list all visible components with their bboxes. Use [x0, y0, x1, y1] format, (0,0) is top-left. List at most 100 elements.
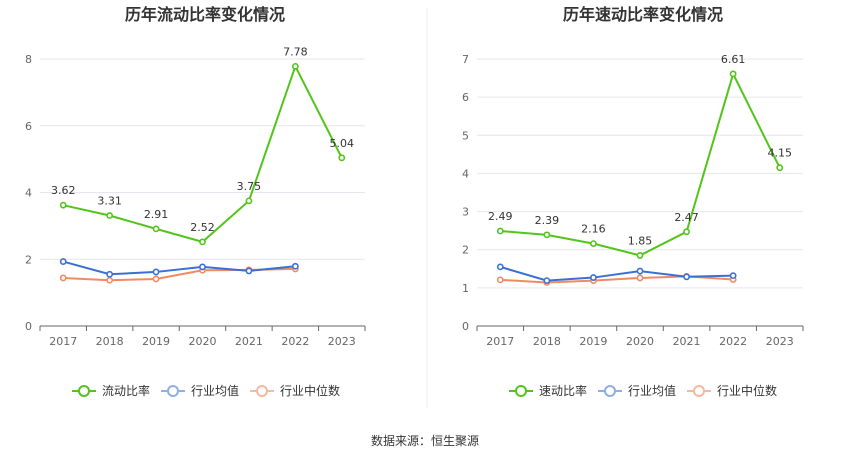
- legend-item[interactable]: 行业中位数: [250, 383, 340, 398]
- data-label: 2.52: [190, 221, 215, 234]
- legend-marker: [693, 385, 705, 397]
- data-point: [729, 272, 737, 280]
- legend-label: 行业均值: [628, 383, 676, 398]
- data-label: 2.49: [488, 210, 513, 223]
- data-point: [152, 275, 160, 283]
- data-point: [496, 227, 504, 235]
- data-point: [636, 267, 644, 275]
- x-tick-label: 2022: [719, 335, 747, 348]
- legend-item[interactable]: 行业均值: [161, 383, 239, 398]
- legend-marker: [604, 385, 616, 397]
- data-point: [636, 274, 644, 282]
- data-point: [590, 274, 597, 281]
- data-point: [245, 267, 253, 275]
- data-label: 2.91: [144, 208, 169, 221]
- series-line: [500, 71, 781, 257]
- data-label: 3.31: [97, 195, 122, 208]
- y-tick-label: 7: [462, 53, 469, 66]
- data-source: 数据来源：恒生聚源: [371, 433, 479, 448]
- legend-label: 行业均值: [191, 383, 239, 398]
- data-point: [199, 263, 206, 271]
- data-point: [683, 228, 690, 236]
- y-tick-label: 4: [462, 167, 469, 180]
- x-tick-label: 2018: [533, 335, 561, 348]
- data-point: [199, 238, 206, 246]
- data-point: [152, 268, 160, 276]
- data-point: [496, 263, 504, 271]
- legend-marker: [167, 385, 179, 397]
- data-point: [245, 197, 253, 205]
- x-tick-label: 2020: [189, 335, 217, 348]
- y-tick-label: 6: [25, 120, 32, 133]
- data-label: 2.16: [581, 223, 606, 236]
- data-point: [590, 240, 597, 248]
- current-ratio-chart: 历年流动比率变化情况 0 2 4 6 8 2017 2018 2019 2020 2021 2022 2…: [25, 5, 366, 398]
- data-label: 2.47: [674, 211, 699, 224]
- data-point: [338, 154, 346, 162]
- data-point: [59, 258, 67, 265]
- y-tick-label: 1: [462, 282, 469, 295]
- x-tick-label: 2023: [328, 335, 356, 348]
- data-label: 3.75: [237, 180, 262, 193]
- y-tick-label: 4: [25, 187, 32, 200]
- x-tick-label: 2021: [235, 335, 263, 348]
- data-label: 3.62: [51, 184, 76, 197]
- legend-marker: [78, 385, 90, 397]
- data-point: [543, 231, 551, 239]
- y-tick-label: 5: [462, 129, 469, 142]
- x-tick-label: 2021: [673, 335, 701, 348]
- legend-label: 行业中位数: [717, 383, 777, 398]
- data-label: 4.15: [767, 147, 792, 160]
- data-point: [106, 276, 114, 284]
- series-line: [62, 260, 296, 276]
- series-line: [500, 265, 734, 282]
- data-point: [776, 164, 784, 172]
- x-tick-label: 2019: [579, 335, 607, 348]
- data-label: 1.85: [628, 234, 653, 247]
- legend-item[interactable]: 流动比率: [72, 383, 150, 398]
- legend-marker: [256, 385, 268, 397]
- legend-label: 行业中位数: [280, 383, 340, 398]
- legend-label: 速动比率: [539, 383, 587, 398]
- quick-ratio-chart: 历年速动比率变化情况 0 1 2 3 4 5 6 7 2017 2018 2019 2020 2021 20…: [462, 5, 804, 398]
- y-tick-label: 0: [25, 320, 32, 333]
- series-line: [62, 63, 343, 244]
- data-point: [291, 62, 299, 70]
- x-tick-label: 2018: [96, 335, 124, 348]
- y-tick-label: 8: [25, 53, 32, 66]
- x-tick-label: 2019: [142, 335, 170, 348]
- chart-title: 历年速动比率变化情况: [563, 5, 723, 24]
- data-label: 2.39: [535, 214, 560, 227]
- x-tick-label: 2023: [766, 335, 794, 348]
- data-label: 5.04: [330, 137, 355, 150]
- y-tick-label: 3: [462, 206, 469, 219]
- data-point: [106, 270, 114, 278]
- x-tick-label: 2017: [486, 335, 514, 348]
- data-point: [683, 273, 690, 281]
- data-point: [729, 70, 737, 78]
- data-point: [59, 274, 67, 282]
- legend-item[interactable]: 速动比率: [509, 383, 587, 398]
- y-tick-label: 2: [25, 253, 32, 266]
- chart-title: 历年流动比率变化情况: [125, 5, 285, 24]
- legend-item[interactable]: 行业均值: [598, 383, 676, 398]
- legend-item[interactable]: 行业中位数: [687, 383, 777, 398]
- y-tick-label: 2: [462, 244, 469, 257]
- y-tick-label: 0: [462, 320, 469, 333]
- data-point: [636, 252, 644, 259]
- legend-label: 流动比率: [102, 383, 150, 398]
- data-point: [152, 225, 160, 233]
- x-tick-label: 2022: [281, 335, 309, 348]
- x-tick-label: 2017: [49, 335, 77, 348]
- data-point: [59, 201, 67, 209]
- legend-marker: [515, 385, 527, 397]
- data-point: [543, 277, 551, 285]
- y-tick-label: 6: [462, 91, 469, 104]
- data-point: [291, 262, 299, 270]
- data-label: 7.78: [283, 45, 308, 58]
- data-point: [496, 276, 504, 284]
- data-label: 6.61: [721, 53, 746, 66]
- x-tick-label: 2020: [626, 335, 654, 348]
